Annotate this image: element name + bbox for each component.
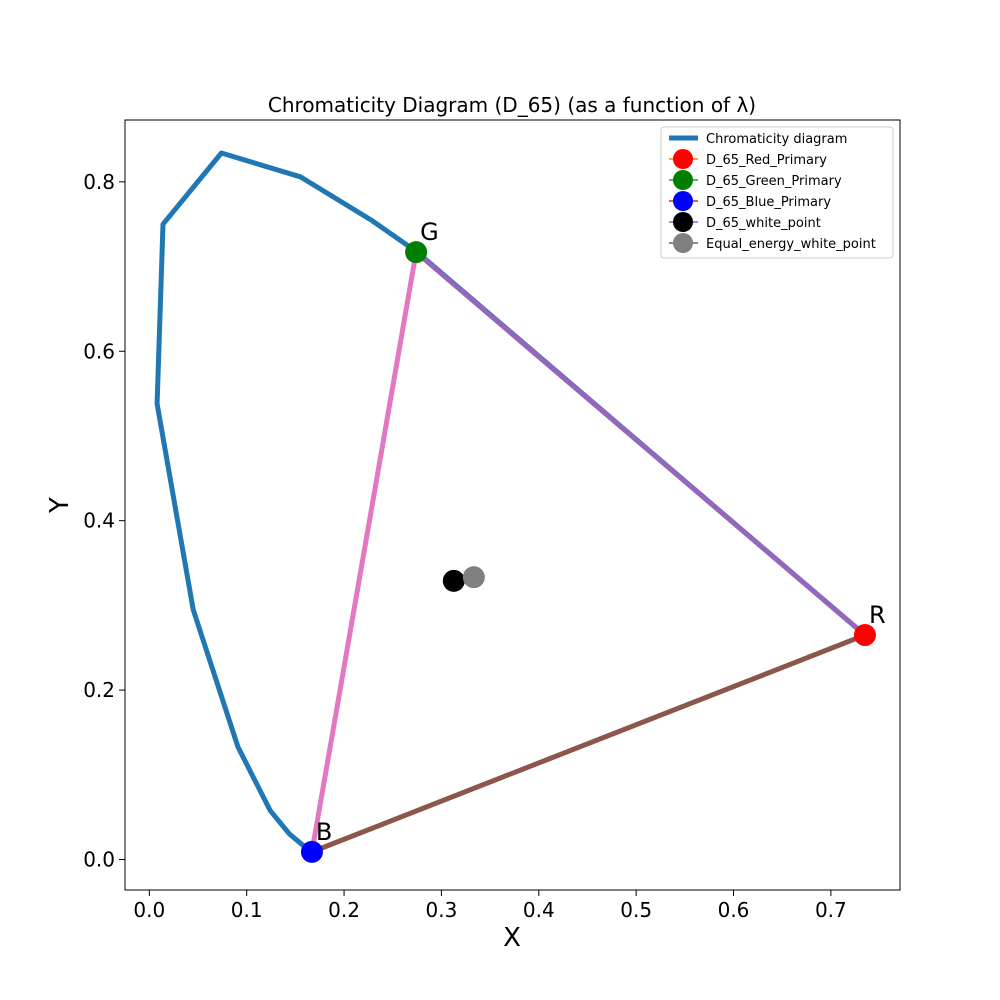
legend-swatch-marker: [673, 191, 693, 211]
y-tick-label: 0.0: [83, 848, 115, 872]
legend-swatch-marker: [673, 233, 693, 253]
gamut-edge-RG: [413, 249, 868, 638]
annotation-R: R: [869, 601, 886, 629]
x-tick-label: 0.7: [815, 898, 847, 922]
gamut-edge-GB: [309, 249, 419, 855]
x-axis-label: X: [503, 923, 521, 953]
plot-frame: [124, 119, 901, 891]
annotation-G: G: [420, 218, 439, 246]
legend-box: [660, 126, 894, 259]
axes: 0.0 0.1 0.2 0.3 0.4 0.5 0.6 0.7 0.0 0.2 0.4 0.6 0.8: [83, 119, 901, 922]
marker-d-65-blue-primary: [300, 840, 323, 863]
y-tick-label: 0.8: [83, 170, 115, 194]
x-tick-label: 0.5: [620, 898, 652, 922]
y-tick-label: 0.2: [83, 678, 115, 702]
marker-d-65-red-primary: [853, 624, 876, 647]
chart-title: Chromaticity Diagram (D_65) (as a functi…: [268, 93, 756, 117]
chromaticity-locus-line: [154, 150, 868, 855]
legend-swatch-marker: [673, 149, 693, 169]
legend-swatch-marker: [673, 212, 693, 232]
y-axis-label: Y: [45, 497, 75, 514]
legend: Chromaticity diagram D_65_Red_Primary D_65…: [660, 126, 894, 259]
x-tick-label: 0.6: [718, 898, 750, 922]
x-tick-label: 0.1: [231, 898, 263, 922]
legend-label: Equal_energy_white_point: [706, 237, 876, 252]
x-tick-label: 0.3: [426, 898, 458, 922]
marker-equal-energy-white-point: [462, 566, 485, 589]
marker-d-65-white-point: [442, 569, 465, 592]
plot-area: R G B: [154, 150, 886, 863]
legend-label: D_65_white_point: [706, 216, 821, 231]
legend-label: D_65_Blue_Primary: [706, 195, 831, 210]
x-tick-label: 0.2: [328, 898, 360, 922]
x-tick-label: 0.4: [523, 898, 555, 922]
gamut-edge-BR: [309, 632, 868, 855]
annotation-B: B: [316, 818, 332, 846]
legend-swatch-marker: [673, 170, 693, 190]
legend-label: D_65_Red_Primary: [706, 153, 827, 168]
legend-label: D_65_Green_Primary: [706, 174, 842, 189]
marker-d-65-green-primary: [405, 241, 428, 264]
x-tick-label: 0.0: [133, 898, 165, 922]
y-tick-label: 0.6: [83, 339, 115, 363]
legend-label: Chromaticity diagram: [706, 132, 847, 147]
y-tick-label: 0.4: [83, 509, 115, 533]
